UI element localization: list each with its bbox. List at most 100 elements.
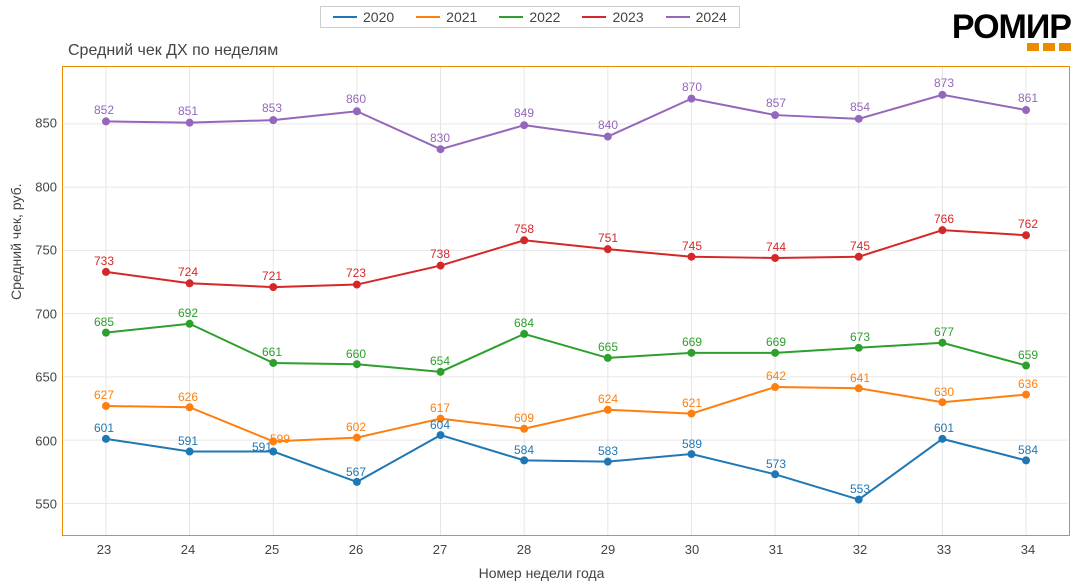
legend-item-2021: 2021 [416, 9, 477, 25]
series-line-2023 [106, 230, 1026, 287]
value-label: 733 [94, 254, 114, 268]
chart-title: Средний чек ДХ по неделям [68, 42, 278, 60]
ytick-label: 550 [17, 497, 57, 512]
value-label: 599 [270, 432, 290, 446]
marker [520, 425, 528, 433]
value-label: 854 [850, 100, 870, 114]
marker [353, 434, 361, 442]
xtick-label: 30 [685, 542, 699, 557]
value-label: 601 [94, 421, 114, 435]
xtick-label: 33 [937, 542, 951, 557]
xtick-label: 28 [517, 542, 531, 557]
value-label: 621 [682, 396, 702, 410]
marker [437, 431, 445, 439]
romir-logo: РОМИР [952, 8, 1071, 51]
legend-swatch [582, 16, 606, 18]
marker [938, 435, 946, 443]
value-label: 723 [346, 266, 366, 280]
marker [102, 435, 110, 443]
marker [186, 448, 194, 456]
marker [102, 329, 110, 337]
legend-item-2020: 2020 [333, 9, 394, 25]
legend-swatch [416, 16, 440, 18]
xtick-label: 25 [265, 542, 279, 557]
marker [1022, 106, 1030, 114]
marker [353, 478, 361, 486]
value-label: 669 [682, 335, 702, 349]
value-label: 602 [346, 420, 366, 434]
marker [855, 115, 863, 123]
marker [437, 368, 445, 376]
series-line-2022 [106, 324, 1026, 372]
xtick-label: 24 [181, 542, 195, 557]
value-label: 751 [598, 231, 618, 245]
plot-area [62, 66, 1070, 536]
value-label: 873 [934, 76, 954, 90]
marker [604, 245, 612, 253]
value-label: 851 [178, 104, 198, 118]
value-label: 641 [850, 371, 870, 385]
marker [604, 458, 612, 466]
value-label: 685 [94, 315, 114, 329]
marker [102, 117, 110, 125]
marker [604, 406, 612, 414]
marker [269, 359, 277, 367]
value-label: 861 [1018, 91, 1038, 105]
marker [604, 354, 612, 362]
value-label: 584 [514, 443, 534, 457]
marker [102, 402, 110, 410]
value-label: 840 [598, 118, 618, 132]
marker [269, 116, 277, 124]
marker [186, 403, 194, 411]
series-line-2021 [106, 387, 1026, 441]
value-label: 677 [934, 325, 954, 339]
legend-label: 2024 [696, 9, 727, 25]
legend: 2020 2021 2022 2023 2024 [320, 6, 740, 28]
marker [520, 236, 528, 244]
value-label: 627 [94, 388, 114, 402]
marker [771, 349, 779, 357]
value-label: 758 [514, 222, 534, 236]
marker [855, 344, 863, 352]
marker [353, 360, 361, 368]
marker [353, 281, 361, 289]
value-label: 654 [430, 354, 450, 368]
marker [437, 262, 445, 270]
value-label: 692 [178, 306, 198, 320]
value-label: 724 [178, 265, 198, 279]
xtick-label: 27 [433, 542, 447, 557]
x-axis-label: Номер недели года [0, 565, 1083, 581]
value-label: 591 [178, 434, 198, 448]
legend-label: 2021 [446, 9, 477, 25]
marker [938, 226, 946, 234]
marker [855, 253, 863, 261]
marker [1022, 231, 1030, 239]
value-label: 601 [934, 421, 954, 435]
xtick-label: 26 [349, 542, 363, 557]
ytick-label: 750 [17, 243, 57, 258]
marker [186, 279, 194, 287]
marker [855, 384, 863, 392]
value-label: 684 [514, 316, 534, 330]
value-label: 553 [850, 482, 870, 496]
marker [855, 496, 863, 504]
marker [102, 268, 110, 276]
chart-svg [63, 67, 1069, 535]
series-line-2020 [106, 435, 1026, 500]
value-label: 665 [598, 340, 618, 354]
marker [771, 383, 779, 391]
xtick-label: 31 [769, 542, 783, 557]
value-label: 624 [598, 392, 618, 406]
marker [604, 133, 612, 141]
value-label: 857 [766, 96, 786, 110]
legend-swatch [333, 16, 357, 18]
legend-label: 2022 [529, 9, 560, 25]
ytick-label: 850 [17, 116, 57, 131]
value-label: 849 [514, 106, 534, 120]
marker [437, 145, 445, 153]
value-label: 852 [94, 103, 114, 117]
value-label: 583 [598, 444, 618, 458]
value-label: 853 [262, 101, 282, 115]
legend-item-2023: 2023 [582, 9, 643, 25]
value-label: 573 [766, 457, 786, 471]
